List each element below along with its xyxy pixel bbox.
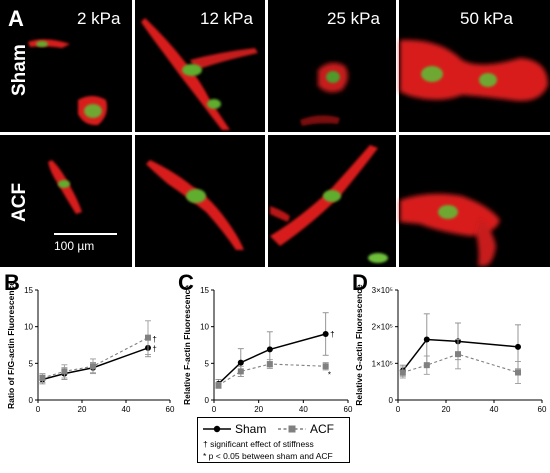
legend-note-dagger: † significant effect of stiffness [203,439,314,449]
annotation-c: * [328,370,331,379]
x-tick-label-b: 20 [78,405,87,414]
chart-b: 0 5 10 15 0 20 40 60 Stiffness (kPa) Ratio of F/G… [6,281,175,416]
x-tick-label-c: 20 [254,405,263,414]
micrograph-acf-50kpa [399,135,550,267]
panel-label-c: C [178,270,194,295]
panel-label-b: B [4,270,20,295]
y-axis-label-c: Relative F-actin Fluorescence [182,285,192,405]
micrograph-acf-12kpa [135,135,265,267]
column-label-50kpa: 50 kPa [460,9,513,28]
data-point-acf-b [61,368,68,375]
y-tick-label-b: 5 [29,359,34,368]
data-point-acf-b [39,375,46,381]
data-point-acf-c [266,361,273,368]
data-point-acf-b [90,363,96,370]
x-tick-label-c: 40 [299,405,308,414]
data-point-sham-c [237,359,244,366]
x-tick-label-d: 0 [396,405,401,414]
annotation-c: † [330,330,334,339]
column-label-25kpa: 25 kPa [327,9,380,28]
panel-label-a: A [8,6,24,31]
y-tick-label-d: 3×10⁵ [372,286,393,295]
legend-note-star: * p < 0.05 between sham and ACF [203,451,333,461]
series-line-sham-c [217,333,326,385]
y-tick-label-d: 2×10⁵ [372,323,393,332]
x-tick-label-c: 60 [344,405,353,414]
legend-graphic: Sham ACF † significant effect of stiffne… [203,422,334,461]
data-point-acf-d [399,369,406,376]
data-point-acf-d [455,351,461,358]
y-tick-label-d: 1×10⁵ [372,359,393,368]
chart-c: 0 5 10 15 0 20 40 60 Stiffness (kPa) Relative F-a… [182,285,353,416]
micrograph-acf-25kpa [268,135,396,267]
data-point-acf-d [515,369,521,376]
micrograph-sham-2kpa [0,0,132,132]
data-point-sham-d [423,336,430,343]
data-point-acf-d [423,362,430,369]
data-point-sham-c [322,331,329,337]
micrograph-sham-25kpa [268,0,396,132]
data-point-acf-c [215,382,222,389]
legend-acf-label: ACF [310,422,334,436]
data-point-sham-d [515,343,521,350]
y-tick-label-c: 5 [205,359,210,368]
y-tick-label-c: 0 [205,396,210,405]
data-point-acf-b [145,334,151,341]
row-label-acf: ACF [9,183,30,222]
row-label-sham: Sham [9,44,30,96]
chart-d: 0 1×10⁵ 2×10⁵ 3×10⁵ 0 20 40 60 Stiffness (kPa) Re… [354,284,547,416]
series-line-acf-d [402,353,519,374]
legend-acf-marker [288,425,296,433]
x-tick-label-d: 60 [538,405,547,414]
x-axis-label-c: Stiffness (kPa) [251,415,310,416]
y-tick-label-b: 10 [24,323,33,332]
annotation-b: † [152,335,156,344]
micrograph-sham-50kpa [399,0,550,132]
data-point-acf-c [322,363,329,370]
y-tick-label-b: 15 [24,286,33,295]
y-tick-label-d: 0 [389,396,394,405]
x-tick-label-b: 40 [122,405,131,414]
series-line-sham-d [402,338,519,372]
y-tick-label-c: 10 [200,323,209,332]
x-tick-label-b: 60 [166,405,175,414]
legend-box: Sham ACF † significant effect of stiffne… [197,417,350,463]
micrograph-grid: A 2 kPa 12 kPa 25 kPa 50 kPa Sham ACF 10… [0,0,550,267]
series-line-sham-b [42,347,149,381]
x-axis-label-d: Stiffness (kPa) [440,415,499,416]
micrograph-sham-12kpa [135,0,265,132]
y-axis-label-b: Ratio of F/G-actin Fluorescence [6,281,16,409]
y-tick-label-c: 15 [200,286,209,295]
x-tick-label-c: 0 [212,405,217,414]
column-label-2kpa: 2 kPa [77,9,121,28]
y-tick-label-b: 0 [29,396,34,405]
series-line-acf-b [42,337,149,379]
x-axis-label-b: Stiffness (kPa) [74,415,133,416]
x-tick-label-d: 20 [442,405,451,414]
data-point-acf-c [237,368,244,375]
micrograph-acf-2kpa [0,135,132,267]
column-label-12kpa: 12 kPa [200,9,253,28]
panel-label-d: D [352,270,368,295]
scale-bar-label: 100 µm [54,239,94,253]
x-tick-label-b: 0 [36,405,41,414]
legend-sham-label: Sham [235,422,266,436]
legend-sham-marker [213,425,221,433]
series-line-acf-c [218,363,326,386]
annotation-b: † [152,345,156,354]
data-point-sham-c [266,346,273,353]
x-tick-label-d: 40 [490,405,499,414]
y-axis-label-d: Relative G-actin Fluorescence [354,284,364,406]
